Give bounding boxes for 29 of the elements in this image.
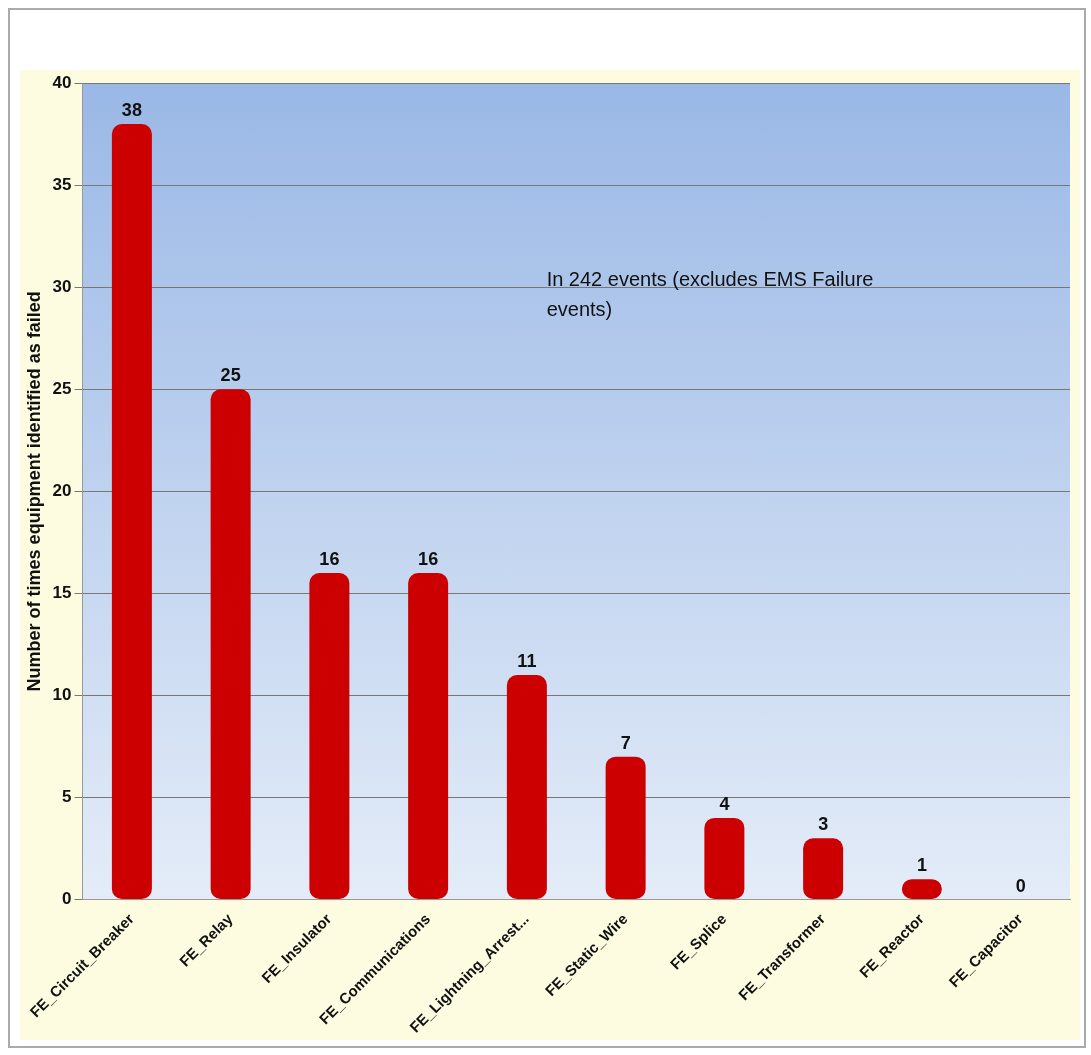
bar (803, 838, 844, 900)
bar (506, 675, 547, 900)
y-axis-title: Number of times equipment identified as failed (23, 291, 44, 692)
data-label: 38 (121, 99, 142, 120)
data-label: 4 (719, 793, 730, 814)
data-label: 7 (620, 732, 631, 753)
bar (408, 573, 449, 900)
y-tick-label: 10 (52, 685, 72, 705)
data-label: 3 (818, 814, 829, 835)
data-label: 0 (1015, 875, 1026, 896)
y-tick-label: 20 (52, 481, 72, 501)
bar (111, 124, 152, 900)
data-label: 25 (220, 365, 241, 386)
y-tick-label: 35 (52, 174, 72, 194)
bar (605, 756, 646, 900)
y-tick-label: 5 (62, 787, 72, 807)
bar (309, 573, 350, 900)
annotation: In 242 events (excludes EMS Failure events) (546, 268, 874, 321)
y-tick-label: 0 (62, 889, 72, 909)
bar (704, 817, 745, 900)
data-label: 16 (319, 548, 340, 569)
data-label: 16 (418, 548, 439, 569)
data-label: 11 (517, 651, 537, 672)
y-tick-label: 40 (52, 72, 72, 92)
y-tick-label: 30 (52, 276, 72, 296)
y-tick-label: 25 (52, 379, 72, 399)
y-tick-label: 15 (52, 583, 72, 603)
bar (210, 389, 251, 900)
data-label: 1 (916, 855, 927, 876)
